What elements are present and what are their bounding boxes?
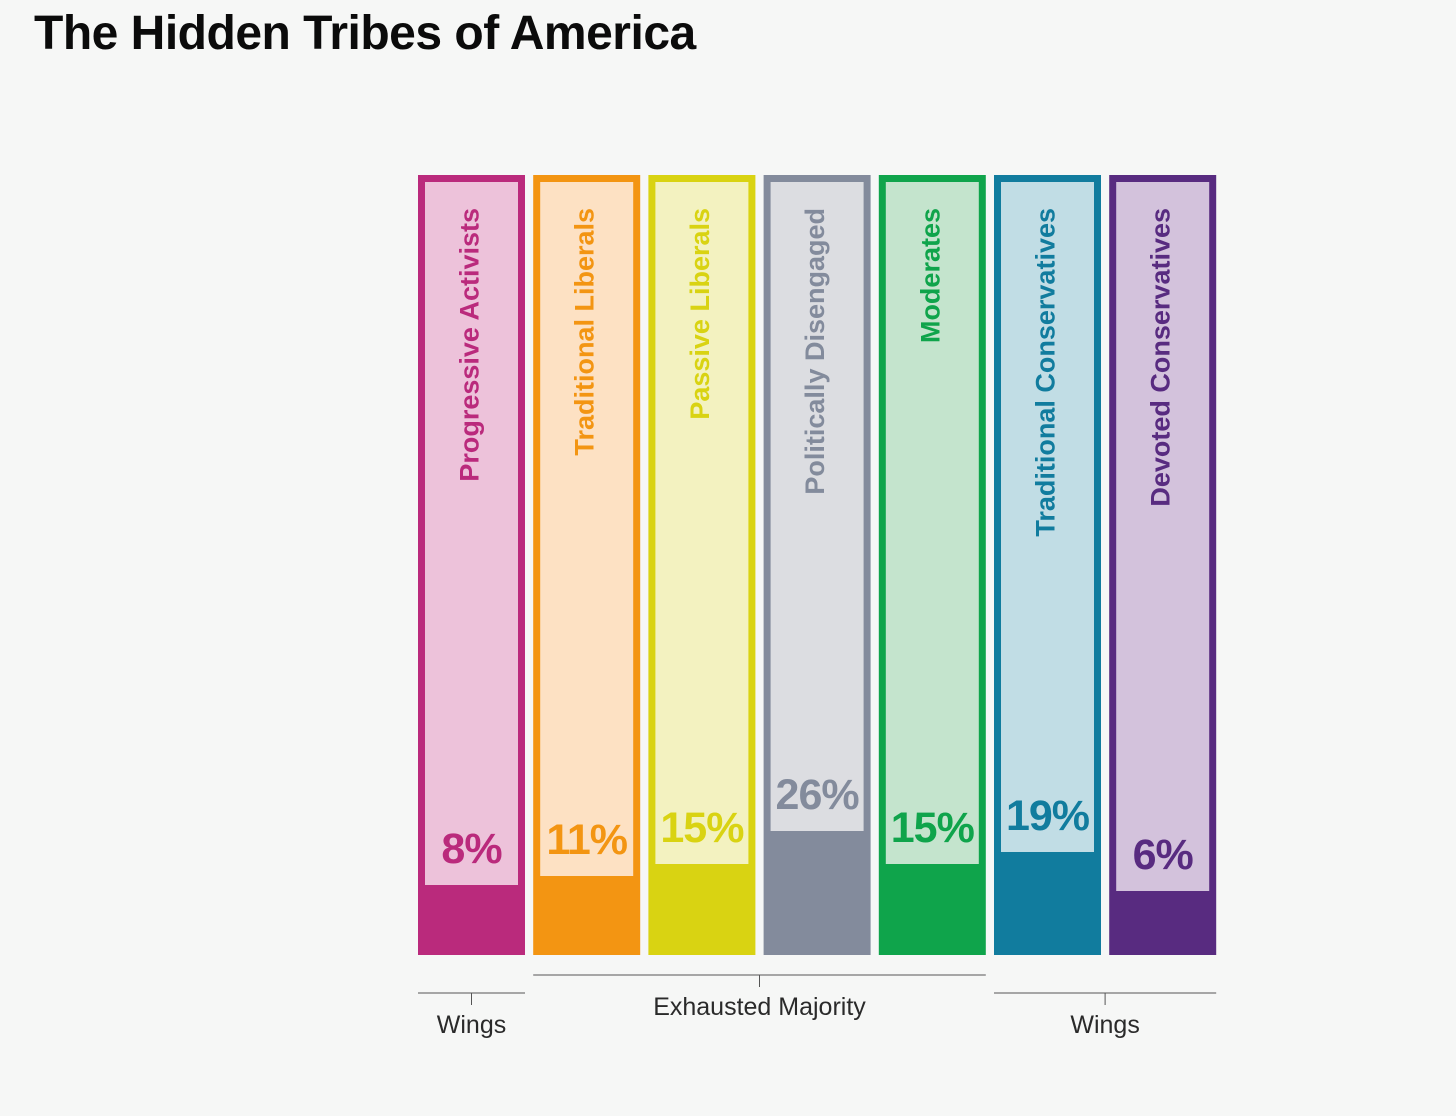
tribe-label-traditional-conservatives: Traditional Conservatives — [1031, 208, 1061, 537]
value-label-passive-liberals: 15% — [660, 804, 744, 852]
bar-panel-moderates — [885, 182, 979, 864]
value-label-politically-disengaged: 26% — [776, 771, 860, 819]
chart-title: The Hidden Tribes of America — [34, 7, 696, 60]
tribe-label-devoted-conservatives: Devoted Conservatives — [1146, 208, 1176, 507]
tribe-label-politically-disengaged: Politically Disengaged — [800, 208, 830, 495]
bar-panel-traditional-conservatives — [1001, 182, 1094, 852]
value-label-traditional-liberals: 11% — [546, 816, 627, 864]
value-label-traditional-conservatives: 19% — [1006, 792, 1090, 840]
bar-panel-progressive-activists — [425, 182, 518, 885]
bar-panel-politically-disengaged — [770, 182, 864, 831]
tribe-label-traditional-liberals: Traditional Liberals — [570, 208, 600, 456]
bar-panel-traditional-liberals — [540, 182, 634, 876]
group-label-wings-2: Wings — [1070, 1011, 1139, 1039]
bar-panel-passive-liberals — [655, 182, 749, 864]
group-label-exhausted-majority-1: Exhausted Majority — [653, 993, 866, 1021]
tribe-label-progressive-activists: Progressive Activists — [455, 208, 485, 482]
tribe-label-moderates: Moderates — [915, 208, 945, 343]
group-label-wings-0: Wings — [437, 1011, 506, 1039]
tribe-label-passive-liberals: Passive Liberals — [685, 208, 715, 420]
value-label-moderates: 15% — [891, 804, 975, 852]
value-label-progressive-activists: 8% — [441, 825, 502, 873]
bar-panel-devoted-conservatives — [1116, 182, 1210, 891]
value-label-devoted-conservatives: 6% — [1133, 831, 1194, 879]
